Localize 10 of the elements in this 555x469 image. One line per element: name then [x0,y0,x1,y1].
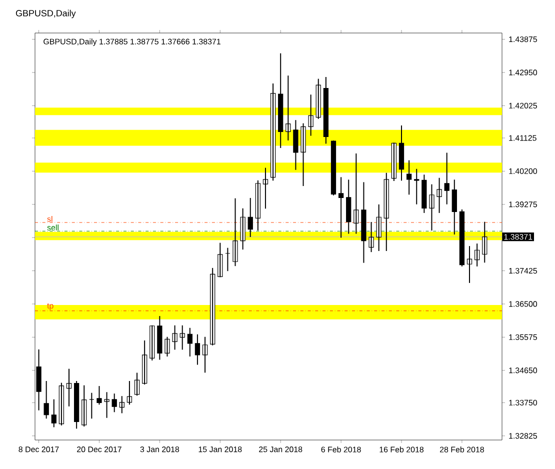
candlestick [308,94,314,136]
candlestick [89,392,94,419]
candlestick [172,325,178,350]
candlestick [104,392,110,418]
candlestick [436,178,442,213]
candlestick [96,386,102,405]
chart-title: GBPUSD,Daily [16,10,76,18]
candlestick [225,248,230,272]
candlestick [414,168,420,204]
candlestick [444,152,450,204]
